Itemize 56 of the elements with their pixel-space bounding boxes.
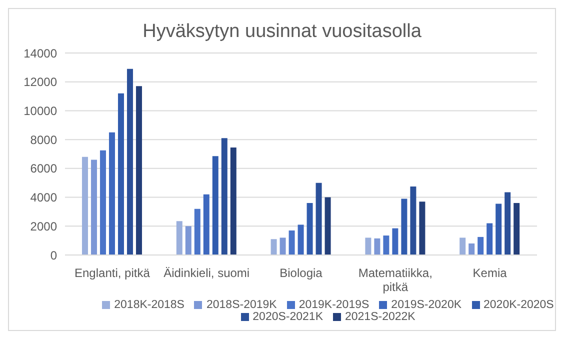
bar — [203, 194, 210, 255]
bar — [82, 156, 88, 255]
bar — [514, 203, 520, 255]
y-tick-label: 2000 — [30, 219, 58, 234]
bar — [90, 160, 97, 255]
bar — [478, 236, 484, 255]
legend-label: 2021S-2022K — [345, 311, 416, 323]
bar — [118, 93, 124, 255]
bar — [410, 186, 416, 255]
bar — [486, 223, 493, 255]
bar — [230, 148, 236, 255]
bar — [419, 202, 426, 255]
y-tick-label: 6000 — [30, 162, 58, 176]
legend-label: 2018S-2019K — [206, 299, 277, 311]
bar — [136, 86, 142, 255]
x-tick-label: Matematiikka, pitkä — [358, 266, 432, 294]
y-tick-label: 14000 — [24, 46, 58, 60]
bar — [108, 132, 115, 255]
legend-label: 2018K-2018S — [114, 299, 184, 311]
bar — [383, 236, 390, 255]
bar — [298, 224, 304, 255]
legend-label: 2020S-2021K — [252, 311, 323, 323]
bar — [316, 182, 322, 255]
bar — [504, 192, 511, 255]
bar — [212, 156, 218, 255]
bar — [221, 138, 228, 255]
x-tick-label: Biologia — [280, 266, 323, 280]
bar — [194, 208, 200, 255]
bar — [176, 221, 182, 255]
y-tick-label: 0 — [50, 248, 58, 262]
chart-title: Hyväksytyn uusinnat vuositasolla — [142, 21, 422, 44]
bar — [324, 197, 331, 255]
bar — [270, 239, 277, 255]
bar — [401, 198, 408, 255]
y-tick-label: 12000 — [24, 75, 58, 90]
x-tick-label: Kemia — [472, 266, 508, 280]
bar — [126, 68, 133, 255]
bar — [460, 238, 466, 255]
bar — [365, 238, 372, 255]
x-tick-label: Äidinkieli, suomi — [164, 266, 250, 280]
x-tick-label: Englanti, pitkä — [74, 266, 150, 280]
bar — [374, 238, 380, 255]
legend-label: 2020K-2020S — [484, 299, 554, 311]
legend-label: 2019S-2020K — [391, 299, 462, 311]
bar — [306, 203, 313, 255]
legend-label: 2019K-2019S — [298, 299, 370, 311]
bar — [100, 150, 106, 255]
bar — [392, 228, 398, 255]
bar — [280, 238, 286, 255]
bar — [468, 243, 475, 255]
y-tick-label: 8000 — [30, 132, 58, 147]
bar — [288, 230, 295, 255]
y-tick-label: 4000 — [30, 190, 58, 205]
y-tick-label: 10000 — [24, 104, 58, 118]
bar — [496, 204, 502, 255]
bar — [185, 226, 192, 255]
